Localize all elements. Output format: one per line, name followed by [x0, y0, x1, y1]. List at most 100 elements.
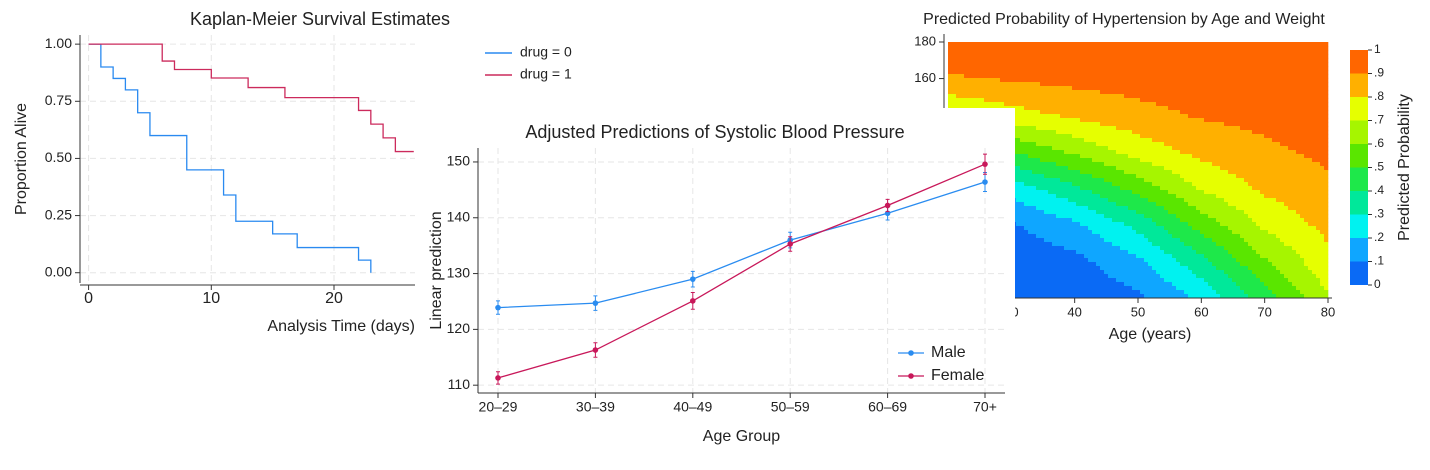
contour-cell [1036, 182, 1041, 187]
contour-cell [1036, 206, 1041, 211]
contour-cell [1196, 46, 1201, 51]
contour-cell [968, 102, 973, 107]
contour-cell [1152, 70, 1157, 75]
contour-cell [1092, 138, 1097, 143]
contour-cell [976, 90, 981, 95]
contour-cell [980, 90, 985, 95]
contour-cell [1224, 130, 1229, 135]
contour-cell [1308, 242, 1313, 247]
contour-cell [1064, 134, 1069, 139]
contour-cell [1176, 134, 1181, 139]
contour-cell [1300, 74, 1305, 79]
contour-cell [1260, 70, 1265, 75]
contour-cell [1060, 138, 1065, 143]
contour-cell [1076, 54, 1081, 59]
contour-cell [1072, 226, 1077, 231]
contour-cell [1180, 170, 1185, 175]
contour-cell [996, 54, 1001, 59]
contour-cell [1320, 62, 1325, 67]
contour-cell [1116, 206, 1121, 211]
contour-cell [1172, 234, 1177, 239]
contour-cell [1276, 70, 1281, 75]
contour-cell [1092, 202, 1097, 207]
contour-cell [1028, 158, 1033, 163]
contour-cell [1032, 110, 1037, 115]
contour-cell [1076, 102, 1081, 107]
contour-cell [1284, 186, 1289, 191]
contour-cell [1276, 202, 1281, 207]
contour-cell [1224, 74, 1229, 79]
contour-cell [1308, 234, 1313, 239]
contour-cell [1228, 150, 1233, 155]
contour-cell [1004, 70, 1009, 75]
contour-cell [1268, 162, 1273, 167]
contour-cell [1084, 106, 1089, 111]
contour-cell [1160, 122, 1165, 127]
contour-cell [1104, 74, 1109, 79]
contour-cell [1016, 222, 1021, 227]
contour-cell [1068, 54, 1073, 59]
contour-cell [1208, 190, 1213, 195]
contour-cell [1236, 138, 1241, 143]
contour-cell [1324, 122, 1329, 127]
contour-cell [1080, 122, 1085, 127]
contour-cell [1140, 234, 1145, 239]
contour-cell [1028, 90, 1033, 95]
contour-cell [1128, 162, 1133, 167]
contour-cell [1064, 194, 1069, 199]
contour-cell [1252, 74, 1257, 79]
contour-cell [1176, 46, 1181, 51]
contour-cell [1220, 106, 1225, 111]
y-tick-label: 1.00 [45, 35, 72, 51]
contour-cell [1196, 154, 1201, 159]
contour-cell [1260, 94, 1265, 99]
contour-cell [1056, 102, 1061, 107]
contour-cell [1068, 74, 1073, 79]
contour-cell [1208, 42, 1213, 47]
contour-cell [1004, 46, 1009, 51]
contour-cell [1200, 86, 1205, 91]
contour-cell [1084, 242, 1089, 247]
contour-cell [1084, 190, 1089, 195]
contour-cell [1232, 202, 1237, 207]
contour-cell [952, 66, 957, 71]
contour-cell [1296, 158, 1301, 163]
contour-cell [1296, 62, 1301, 67]
contour-cell [1284, 106, 1289, 111]
contour-cell [1004, 42, 1009, 47]
contour-cell [1168, 218, 1173, 223]
contour-cell [1292, 58, 1297, 63]
contour-cell [1124, 202, 1129, 207]
contour-cell [1316, 202, 1321, 207]
contour-cell [1152, 110, 1157, 115]
contour-cell [984, 94, 989, 99]
contour-cell [1208, 134, 1213, 139]
contour-cell [1200, 50, 1205, 55]
contour-cell [1236, 242, 1241, 247]
contour-cell [1296, 142, 1301, 147]
contour-cell [1104, 210, 1109, 215]
contour-cell [1124, 90, 1129, 95]
contour-cell [1324, 130, 1329, 135]
contour-cell [1048, 78, 1053, 83]
contour-cell [1136, 154, 1141, 159]
contour-cell [1308, 122, 1313, 127]
contour-cell [1200, 46, 1205, 51]
contour-cell [1192, 134, 1197, 139]
contour-cell [972, 66, 977, 71]
contour-cell [1288, 230, 1293, 235]
contour-cell [1100, 238, 1105, 243]
contour-cell [1236, 50, 1241, 55]
contour-cell [960, 46, 965, 51]
contour-cell [1048, 174, 1053, 179]
contour-cell [1068, 226, 1073, 231]
contour-cell [1228, 82, 1233, 87]
contour-cell [1112, 178, 1117, 183]
contour-cell [1212, 42, 1217, 47]
contour-cell [1224, 126, 1229, 131]
contour-cell [1312, 182, 1317, 187]
contour-cell [1028, 242, 1033, 247]
contour-cell [1024, 110, 1029, 115]
contour-cell [1188, 198, 1193, 203]
contour-cell [948, 50, 953, 55]
